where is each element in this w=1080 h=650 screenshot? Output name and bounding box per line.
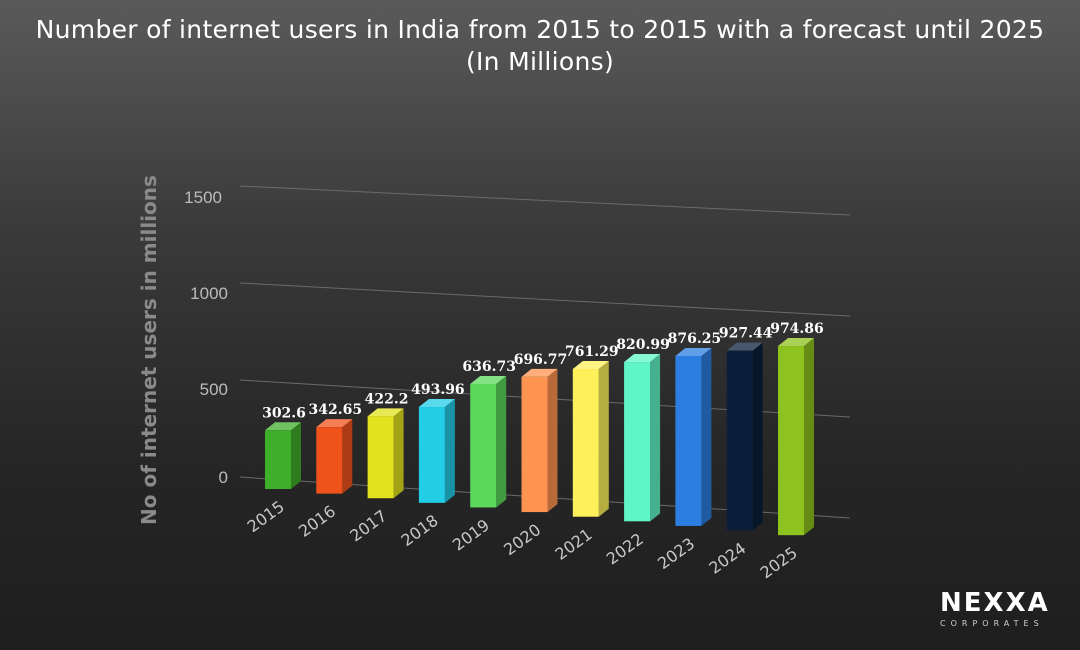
bar-2015 — [265, 430, 291, 489]
x-tick-label: 2020 — [500, 520, 544, 559]
data-label: 876.25 — [668, 331, 722, 347]
bar-side — [547, 368, 558, 513]
bar-2024 — [726, 350, 753, 531]
bar-top — [572, 361, 609, 370]
y-axis-label: No of internet users in millions — [137, 175, 161, 525]
bar-top — [470, 375, 507, 384]
data-label: 927.44 — [719, 326, 773, 342]
bar-side — [291, 422, 301, 489]
bar-side — [804, 338, 814, 536]
x-tick-label: 2018 — [398, 511, 442, 550]
bar-side — [444, 399, 455, 503]
y-tick-label: 0 — [219, 468, 228, 487]
y-tick-label: 500 — [200, 380, 228, 399]
y-tick-label: 1500 — [184, 188, 222, 207]
gridline — [239, 282, 851, 317]
data-label: 342.65 — [309, 402, 363, 418]
bar-side — [342, 419, 353, 494]
bar-top — [726, 342, 763, 351]
x-tick-label: 2025 — [757, 543, 801, 582]
bar-top — [418, 399, 455, 408]
x-tick-label: 2019 — [449, 515, 493, 554]
bar-top — [521, 368, 558, 377]
data-label: 636.73 — [462, 359, 516, 375]
chart-title: Number of internet users in India from 2… — [35, 15, 1045, 76]
x-tick-label: 2017 — [346, 506, 390, 545]
bar-top — [778, 338, 814, 347]
company-logo: NEXXA CORPORATES — [940, 588, 1056, 630]
data-label: 493.96 — [411, 382, 465, 398]
bar-top — [316, 419, 353, 428]
data-label: 820.99 — [616, 337, 670, 353]
bar-top — [367, 408, 404, 417]
bar-side — [393, 408, 404, 499]
data-label: 974.86 — [770, 321, 824, 337]
data-label: 302.6 — [262, 405, 306, 421]
bar-2025 — [778, 346, 804, 536]
bar-2017 — [367, 416, 394, 499]
logo-wordmark: NEXXA — [940, 588, 1050, 618]
data-label: 696.77 — [514, 352, 568, 368]
x-tick-label: 2021 — [552, 525, 596, 564]
bar-top — [624, 354, 661, 363]
x-tick-label: 2024 — [705, 538, 749, 577]
logo-tagline: CORPORATES — [940, 619, 1044, 628]
bar-2019 — [470, 383, 497, 508]
bar-2018 — [418, 407, 445, 503]
bar-top — [265, 422, 301, 431]
bar-top — [675, 347, 712, 356]
data-label: 761.29 — [565, 344, 619, 360]
bar-2022 — [624, 362, 651, 522]
bar-side — [701, 347, 712, 526]
x-tick-label: 2023 — [654, 534, 698, 573]
bar-side — [752, 342, 763, 531]
bar-side — [650, 354, 661, 522]
bar-side — [496, 375, 507, 508]
bar-2016 — [316, 427, 343, 494]
bar-2023 — [675, 355, 702, 526]
x-tick-label: 2022 — [603, 529, 647, 568]
bar-2021 — [572, 369, 599, 517]
y-tick-label: 1000 — [190, 284, 228, 303]
bar-2020 — [521, 376, 548, 513]
bar-side — [598, 361, 609, 517]
gridline — [239, 185, 851, 216]
data-label: 422.2 — [365, 391, 409, 407]
x-tick-label: 2015 — [244, 497, 288, 536]
x-tick-label: 2016 — [295, 502, 339, 541]
